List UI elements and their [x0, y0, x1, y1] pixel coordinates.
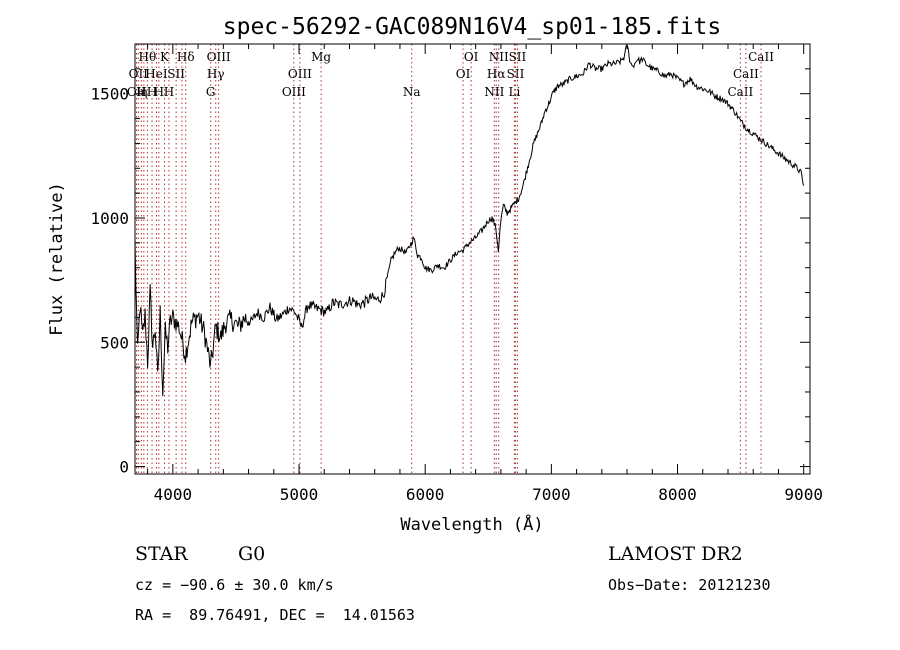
- line-marker-label: Li: [508, 85, 520, 99]
- x-tick-label: 7000: [532, 485, 571, 504]
- line-marker-label: OIII: [288, 67, 312, 81]
- ra-dec-coordinates: RA = 89.76491, DEC = 14.01563: [135, 606, 415, 624]
- y-tick-label: 1000: [90, 209, 129, 228]
- object-subclass: G0: [238, 543, 265, 565]
- y-tick-label: 500: [100, 333, 129, 352]
- line-marker-label: H: [147, 85, 157, 99]
- y-tick-label: 0: [119, 458, 129, 477]
- line-marker-label: SII: [167, 67, 185, 81]
- series-layer: [134, 44, 805, 397]
- x-tick-label: 6000: [406, 485, 445, 504]
- x-tick-label: 4000: [154, 485, 193, 504]
- x-axis-label: Wavelength (Å): [400, 513, 543, 535]
- line-marker-label: OIII: [207, 50, 231, 64]
- line-marker-label: OIII: [282, 85, 306, 99]
- line-marker-label: NII: [484, 85, 504, 99]
- line-marker-label: SII: [509, 50, 527, 64]
- line-marker-label: NII: [489, 50, 509, 64]
- line-marker-label: HeI: [145, 67, 168, 81]
- line-marker-label: H: [154, 85, 164, 99]
- y-axis-label: Flux (relative): [47, 182, 67, 336]
- line-marker-label: K: [160, 50, 170, 64]
- line-marker-label: G: [206, 85, 216, 99]
- line-marker-label: CaII: [748, 50, 774, 64]
- object-class: STAR: [135, 543, 188, 565]
- redshift-cz: cz = −90.6 ± 30.0 km/s: [135, 576, 334, 594]
- line-marker-label: OII: [127, 85, 147, 99]
- chart-title: spec-56292-GAC089N16V4_sp01-185.fits: [223, 14, 722, 40]
- line-marker-label: H: [164, 85, 174, 99]
- x-tick-label: 8000: [658, 485, 697, 504]
- line-marker-label: Hδ: [177, 50, 195, 64]
- line-marker-label: CaII: [733, 67, 759, 81]
- line-marker-label: OII: [129, 67, 149, 81]
- spectral-line-markers: OIIOIIHηHθHHeIHKHSIIHδGHγOIIIOIIIOIIIMgN…: [127, 44, 774, 474]
- line-marker-label: η: [140, 85, 147, 99]
- plot-frame: [134, 43, 811, 475]
- line-marker-label: Na: [403, 85, 421, 99]
- spectrum-series-0: [134, 44, 805, 397]
- y-tick-label: 1500: [90, 85, 129, 104]
- line-marker-label: Hγ: [207, 67, 225, 81]
- line-marker-label: SII: [507, 67, 525, 81]
- x-tick-label: 9000: [784, 485, 823, 504]
- line-marker-label: Hα: [487, 67, 506, 81]
- axis-ticks: 4000 5000 6000 7000 8000 9000 0 500 1000 1500: [90, 43, 823, 504]
- x-tick-label: 5000: [280, 485, 319, 504]
- line-marker-label: CaII: [727, 85, 753, 99]
- observation-date: Obs−Date: 20121230: [608, 576, 771, 594]
- line-marker-label: H: [136, 85, 146, 99]
- survey-name: LAMOST DR2: [608, 543, 743, 565]
- line-marker-label: Mg: [311, 50, 331, 64]
- line-marker-label: Hθ: [139, 50, 157, 64]
- line-marker-label: OI: [456, 67, 471, 81]
- line-marker-label: OI: [464, 50, 479, 64]
